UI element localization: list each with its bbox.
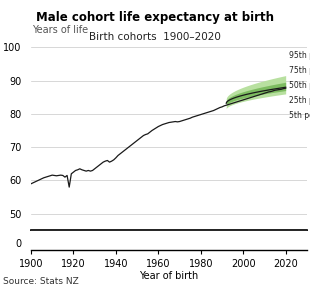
Text: Years of life: Years of life [32,25,88,35]
Text: 25th percentile: 25th percentile [289,96,310,105]
Text: 5th percentile: 5th percentile [289,111,310,120]
X-axis label: Year of birth: Year of birth [139,272,199,282]
Text: Birth cohorts  1900–2020: Birth cohorts 1900–2020 [89,32,221,42]
Text: Male cohort life expectancy at birth: Male cohort life expectancy at birth [36,11,274,24]
Text: Source: Stats NZ: Source: Stats NZ [3,277,79,286]
Text: 95th percentile: 95th percentile [289,51,310,60]
Text: 50th percentile: 50th percentile [289,81,310,90]
Text: 75th percentile: 75th percentile [289,66,310,75]
